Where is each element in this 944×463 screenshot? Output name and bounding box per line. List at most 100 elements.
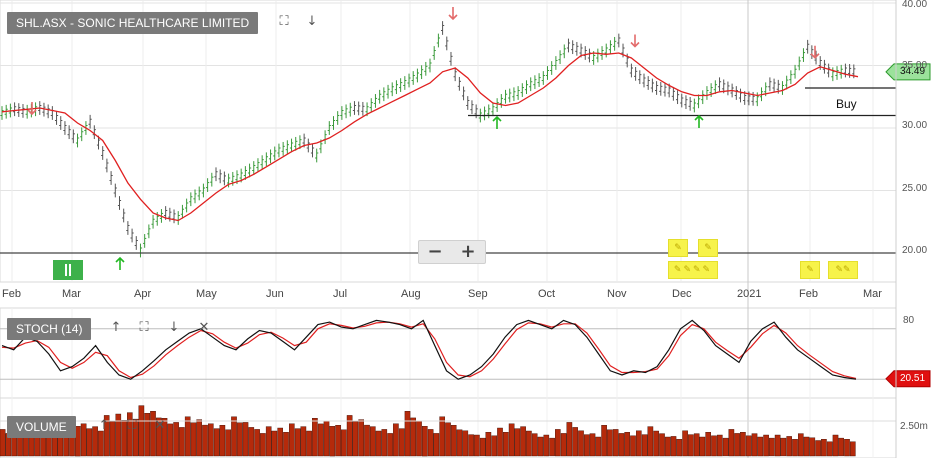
- volume-bar: [624, 432, 630, 457]
- volume-bar: [578, 430, 584, 457]
- volume-bar: [728, 429, 735, 457]
- volume-bar: [260, 433, 266, 457]
- volume-bar: [126, 412, 133, 457]
- news-marker[interactable]: ✎✎: [828, 261, 858, 279]
- stoch-k-line: [1, 319, 857, 380]
- fullscreen-icon[interactable]: ⛶: [139, 320, 149, 335]
- fullscreen-icon[interactable]: ⛶: [127, 418, 137, 433]
- volume-bar: [705, 432, 711, 457]
- move-up-icon[interactable]: ↑: [98, 418, 110, 433]
- zoom-out-button[interactable]: −: [427, 241, 443, 262]
- volume-bar: [584, 434, 590, 457]
- volume-bar: [693, 433, 700, 457]
- volume-bar: [520, 426, 526, 457]
- last-price-tag-shape: [885, 63, 931, 81]
- volume-bar: [676, 439, 683, 457]
- move-down-icon[interactable]: ↓: [168, 320, 180, 335]
- volume-bar: [144, 413, 151, 457]
- collapse-down-icon[interactable]: ↓: [306, 14, 318, 29]
- news-marker[interactable]: ✎: [698, 239, 718, 257]
- volume-bar: [560, 433, 567, 457]
- volume-bar: [370, 426, 376, 457]
- volume-bar: [416, 420, 422, 457]
- x-tick-label: Jul: [333, 288, 348, 300]
- volume-bar: [427, 429, 434, 457]
- volume-bar: [393, 423, 399, 457]
- volume-bar: [17, 435, 23, 457]
- volume-bar: [283, 432, 289, 457]
- volume-bar: [636, 430, 642, 457]
- x-tick-label: Nov: [607, 288, 627, 300]
- volume-bar: [248, 427, 255, 457]
- volume-bar: [364, 424, 370, 457]
- close-icon[interactable]: ✕: [198, 320, 210, 335]
- volume-bar: [398, 428, 405, 457]
- volume-bar: [780, 437, 787, 457]
- volume-bar: [150, 411, 156, 457]
- volume-bar: [531, 433, 538, 457]
- last-price-tag: 34.49: [900, 65, 926, 77]
- stoch-label: STOCH (14): [7, 318, 92, 340]
- stoch-panel: [0, 307, 897, 399]
- news-marker[interactable]: ✎: [800, 261, 820, 279]
- volume-bar: [155, 417, 162, 457]
- volume-bar: [335, 425, 341, 457]
- pencil-icon: ✎✎✎✎: [673, 265, 713, 275]
- volume-bar: [514, 428, 521, 457]
- volume-bar: [803, 436, 810, 457]
- volume-bar: [92, 426, 98, 457]
- volume-bar: [670, 436, 677, 457]
- volume-bar: [202, 424, 208, 457]
- volume-bar: [352, 421, 359, 457]
- close-icon[interactable]: ✕: [154, 418, 166, 433]
- volume-bar: [381, 429, 388, 457]
- zoom-in-button[interactable]: +: [460, 241, 476, 262]
- volume-bar: [479, 437, 486, 457]
- volume-bar: [769, 437, 775, 457]
- news-marker[interactable]: ✎: [668, 239, 688, 257]
- volume-bar: [433, 433, 440, 457]
- volume-bar: [317, 423, 324, 457]
- volume-bar: [80, 423, 87, 457]
- x-tick-label: Feb: [2, 288, 21, 300]
- volume-label: VOLUME: [7, 416, 76, 438]
- news-marker[interactable]: ✎✎✎✎: [668, 261, 718, 279]
- volume-bar: [306, 430, 312, 457]
- fullscreen-icon[interactable]: ⛶: [279, 14, 289, 29]
- x-tick-label: Mar: [863, 288, 882, 300]
- volume-bar: [572, 427, 578, 457]
- volume-bar: [745, 435, 752, 457]
- volume-bar: [786, 436, 792, 457]
- volume-bar: [497, 427, 503, 457]
- volume-bar: [821, 439, 827, 457]
- volume-bar: [450, 425, 457, 457]
- volume-bar: [346, 415, 353, 457]
- volume-bar: [184, 416, 191, 457]
- volume-bar: [566, 422, 573, 457]
- volume-bar: [647, 426, 654, 457]
- volume-bar: [132, 418, 139, 457]
- volume-bar: [179, 427, 185, 457]
- stoch-last-value-tag-shape: [885, 370, 931, 388]
- volume-bar: [717, 434, 723, 457]
- volume-bar: [474, 434, 480, 457]
- pause-indicator[interactable]: [53, 260, 83, 280]
- move-up-icon[interactable]: ↑: [110, 320, 122, 335]
- volume-bar: [838, 437, 844, 457]
- volume-bar: [826, 441, 833, 457]
- volume-bar: [757, 436, 764, 457]
- volume-bar: [462, 430, 469, 457]
- volume-bar: [196, 419, 203, 457]
- x-tick-label: Oct: [538, 288, 556, 300]
- volume-bar: [300, 426, 307, 457]
- volume-bar: [242, 422, 249, 457]
- volume-bar: [740, 432, 746, 457]
- chart-title: SHL.ASX - SONIC HEALTHCARE LIMITED: [7, 12, 259, 34]
- volume-bar: [121, 420, 127, 457]
- x-tick-label: Sep: [468, 288, 488, 300]
- x-tick-label: Apr: [134, 288, 152, 300]
- volume-bar: [688, 434, 694, 457]
- moving-average-line: [1, 52, 859, 222]
